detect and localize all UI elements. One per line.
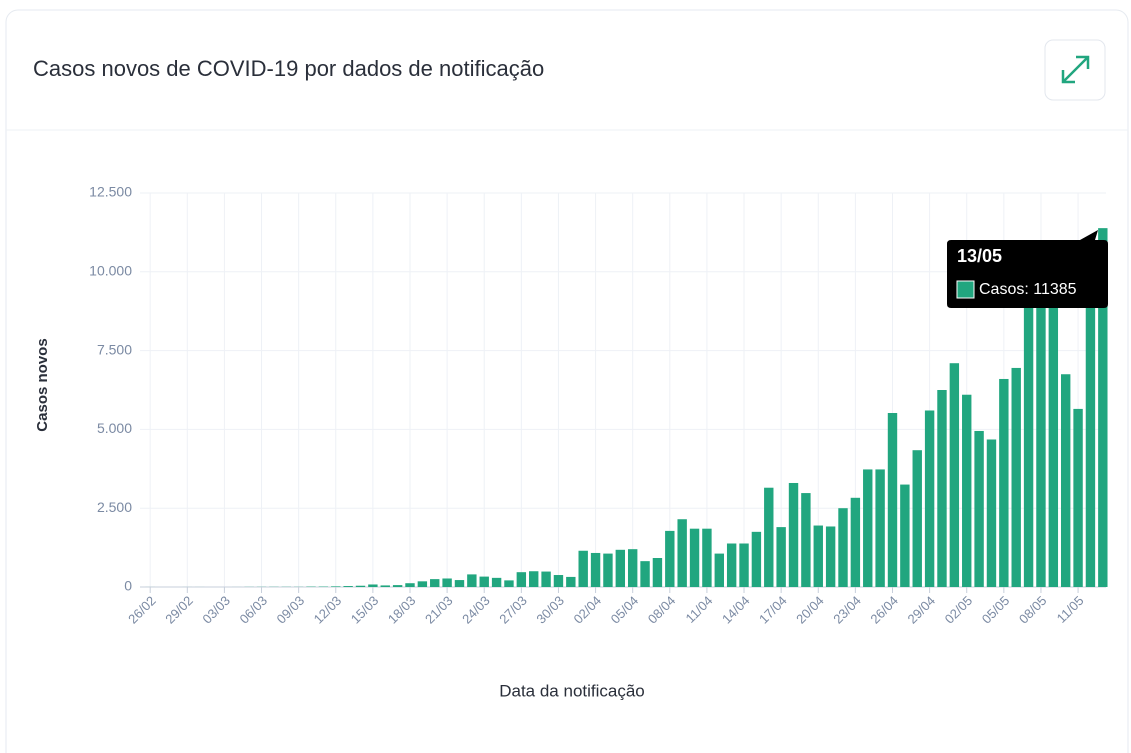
bar (392, 585, 403, 587)
y-tick-label: 10.000 (89, 263, 132, 279)
bar (578, 550, 588, 587)
bar (603, 553, 613, 587)
bar (875, 469, 885, 587)
card-border (5, 9, 1129, 753)
bar (529, 571, 539, 587)
bar (825, 526, 836, 587)
tooltip-box (947, 230, 1108, 308)
bar (726, 543, 737, 587)
bar (788, 482, 799, 587)
bar (813, 525, 823, 587)
tooltip-text: Casos: 11385 (979, 281, 1077, 298)
bar (1011, 367, 1021, 587)
bar (986, 439, 997, 587)
bar (900, 484, 910, 587)
bar (702, 528, 712, 587)
bar (405, 583, 415, 587)
bar (665, 530, 675, 587)
bar (912, 450, 922, 587)
bar (1048, 265, 1059, 587)
bar (417, 581, 428, 587)
bar (999, 378, 1009, 587)
y-tick-label: 7.500 (97, 341, 132, 357)
bar (380, 585, 390, 587)
bar (887, 413, 898, 587)
bar (689, 528, 700, 587)
expand-icon (1061, 55, 1090, 84)
bar (504, 580, 514, 587)
bar (850, 497, 861, 587)
bar (1073, 408, 1083, 587)
bar (467, 574, 477, 587)
bar (739, 543, 749, 587)
bar (566, 576, 576, 587)
bar (355, 585, 366, 587)
bar (442, 578, 452, 587)
bar (962, 394, 972, 587)
bar (937, 390, 947, 587)
tooltip: 13/05 Casos: 11385 (947, 230, 1108, 308)
x-axis-label: Data da notificação (499, 681, 645, 700)
bar (1098, 228, 1108, 587)
y-axis-label: Casos novos (34, 338, 51, 431)
bar (863, 469, 873, 587)
bar (801, 493, 811, 587)
bar (1060, 374, 1071, 587)
bar (652, 558, 663, 587)
bar (491, 577, 502, 587)
bar (1085, 274, 1096, 587)
bar (590, 552, 601, 587)
bar (1036, 274, 1046, 587)
bar (751, 531, 762, 587)
tooltip-title: 13/05 (957, 246, 1002, 266)
bar (541, 571, 551, 587)
bar (331, 586, 341, 587)
expand-button[interactable] (1044, 39, 1106, 101)
bar (974, 430, 984, 587)
bar (677, 519, 687, 587)
bar (838, 508, 848, 587)
bar (615, 549, 626, 587)
bar (714, 553, 724, 587)
bar (949, 363, 960, 587)
bar (516, 572, 527, 587)
bar (627, 549, 638, 587)
y-tick-label: 12.500 (89, 184, 132, 200)
bar (924, 410, 935, 587)
bar (764, 487, 774, 587)
bar (368, 584, 378, 587)
bar (776, 527, 786, 587)
bar (454, 580, 465, 587)
y-tick-label: 2.500 (97, 499, 132, 515)
y-tick-label: 5.000 (97, 420, 132, 436)
bar (640, 561, 650, 587)
bar (479, 576, 489, 587)
tooltip-swatch (956, 280, 975, 299)
bar (1023, 256, 1034, 587)
bar (430, 579, 440, 587)
y-tick-label: 0 (124, 578, 132, 594)
bar (553, 575, 564, 587)
chart-title: Casos novos de COVID-19 por dados de not… (33, 56, 544, 81)
bar (343, 586, 353, 587)
